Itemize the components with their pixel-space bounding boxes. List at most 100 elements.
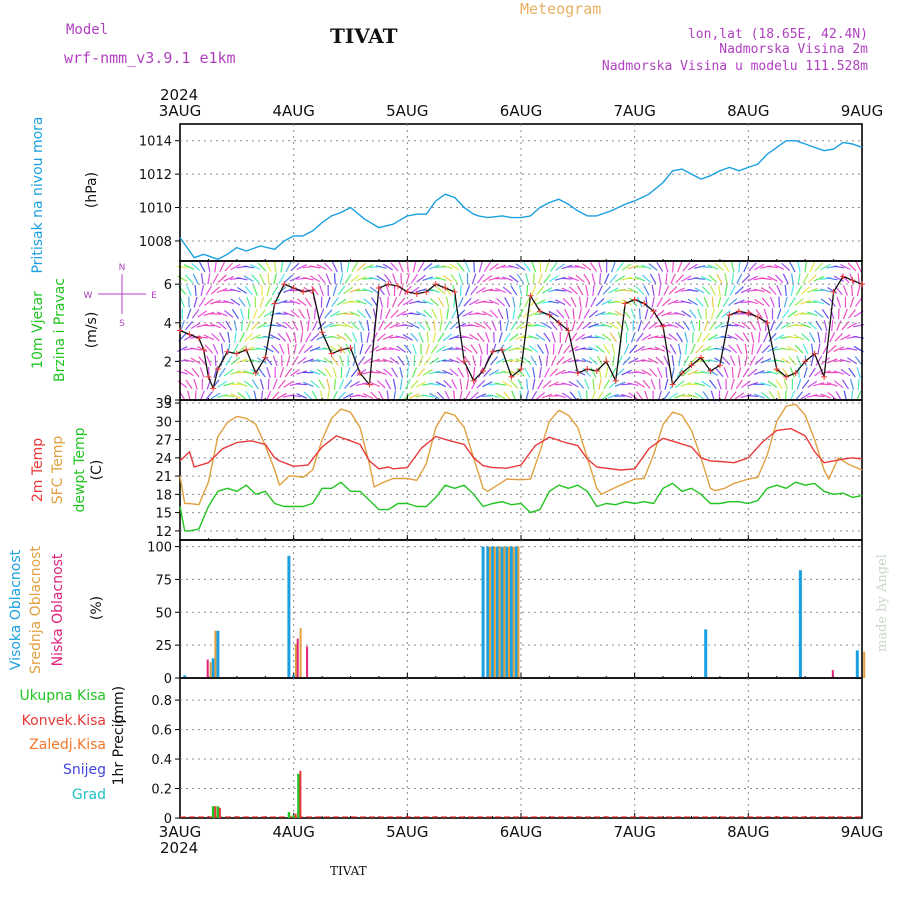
wind-barb (430, 358, 439, 364)
wind-barb (803, 274, 808, 284)
high-cloud-bar (287, 556, 290, 678)
wind-barb (815, 311, 824, 318)
wind-barb (702, 381, 711, 387)
wind-barb (496, 358, 505, 364)
y-tick-label: 0 (164, 812, 172, 827)
wind-barb (755, 357, 763, 364)
wind-barb (324, 358, 333, 364)
wind-barb (652, 297, 654, 308)
wind-barb (327, 379, 330, 390)
wind-barb (503, 346, 512, 352)
wind-barb (625, 320, 629, 330)
wind-barb (177, 371, 188, 374)
wind-barb (500, 320, 501, 331)
y-tick-label: 2 (164, 355, 172, 370)
top-date-label: 4AUG (272, 102, 314, 120)
wind-speed-marker (329, 351, 335, 357)
wind-barb (290, 395, 301, 396)
conv-precip-bar (214, 806, 216, 818)
wind-barb (830, 332, 835, 342)
y-tick-label: 1012 (139, 168, 172, 183)
wind-barb (798, 262, 800, 273)
wind-barb (341, 262, 342, 273)
wind-barb (767, 266, 778, 267)
mid-cloud-bar (508, 547, 510, 678)
wind-barb (297, 299, 306, 306)
wind-barb (565, 309, 570, 319)
wind-barb (445, 321, 450, 331)
wind-barb (629, 393, 638, 399)
wind-barb (731, 379, 734, 390)
wind-speed-marker (205, 374, 211, 380)
wind-barb (201, 285, 204, 296)
wind-barb (685, 332, 688, 343)
temp-unit: (C) (89, 460, 105, 481)
wind-barb (540, 367, 542, 378)
y-tick-label: 0.2 (151, 783, 172, 798)
wind-barb (723, 262, 729, 271)
wind-barb (430, 299, 438, 306)
wind-barb (211, 287, 219, 294)
wind-axis-title-2: Brzina i Pravac (52, 278, 68, 382)
wind-barb (532, 285, 536, 295)
wind-barb (832, 320, 833, 331)
wind-barb (783, 274, 788, 284)
wind-barb (657, 262, 663, 271)
wind-barb (842, 380, 848, 389)
mid-cloud-bar (863, 652, 865, 678)
wind-barb (717, 274, 722, 284)
wind-barb (364, 299, 373, 306)
high-cloud-bar (515, 547, 518, 678)
wind-barb (612, 262, 616, 272)
wind-barb (220, 262, 225, 272)
y-tick-label: 27 (155, 434, 172, 449)
wind-barb (498, 309, 503, 319)
wind-barb (691, 344, 696, 354)
wind-barb (482, 302, 493, 303)
wind-barb (615, 276, 624, 282)
wind-barb (556, 264, 565, 270)
wind-barb (274, 273, 276, 284)
panel-frame (180, 678, 862, 818)
wind-barb (812, 344, 813, 355)
wind-barb (857, 367, 860, 378)
wind-barb (340, 356, 344, 366)
wind-barb (383, 264, 392, 270)
wind-barb (320, 285, 324, 295)
wind-barb (761, 288, 771, 294)
wind-speed-marker (622, 300, 628, 306)
wind-barb (278, 333, 286, 341)
wind-barb (530, 346, 539, 353)
compass-south: S (119, 319, 125, 329)
wind-barb (284, 381, 293, 387)
wind-barb (824, 320, 827, 331)
wind-barb (470, 392, 478, 399)
legend-snow: Snijeg (63, 762, 106, 778)
wind-barb (203, 325, 214, 326)
wind-barb (579, 297, 581, 308)
wind-barb (443, 334, 452, 341)
wind-barb (758, 320, 761, 331)
wind-barb (837, 321, 841, 331)
lonlat-info: lon,lat (18.65E, 42.4N) (688, 27, 868, 42)
wind-barb (360, 344, 363, 355)
wind-barb (238, 392, 246, 399)
wind-barb (659, 285, 661, 296)
mid-cloud-bar (518, 547, 520, 678)
pressure-unit: (hPa) (84, 172, 100, 208)
wind-barb (818, 344, 820, 355)
wind-barb (390, 358, 399, 365)
wind-barb (730, 356, 735, 366)
wind-barb (490, 264, 499, 271)
wind-speed-marker (717, 362, 723, 368)
wind-barb (670, 344, 676, 354)
wind-barb (218, 275, 226, 283)
wind-barb (531, 356, 537, 365)
wind-barb (666, 367, 667, 378)
wind-barb (562, 358, 572, 364)
wind-barb (419, 356, 423, 366)
wind-barb (474, 262, 475, 273)
wind-barb (446, 297, 448, 308)
wind-barb (280, 367, 284, 378)
